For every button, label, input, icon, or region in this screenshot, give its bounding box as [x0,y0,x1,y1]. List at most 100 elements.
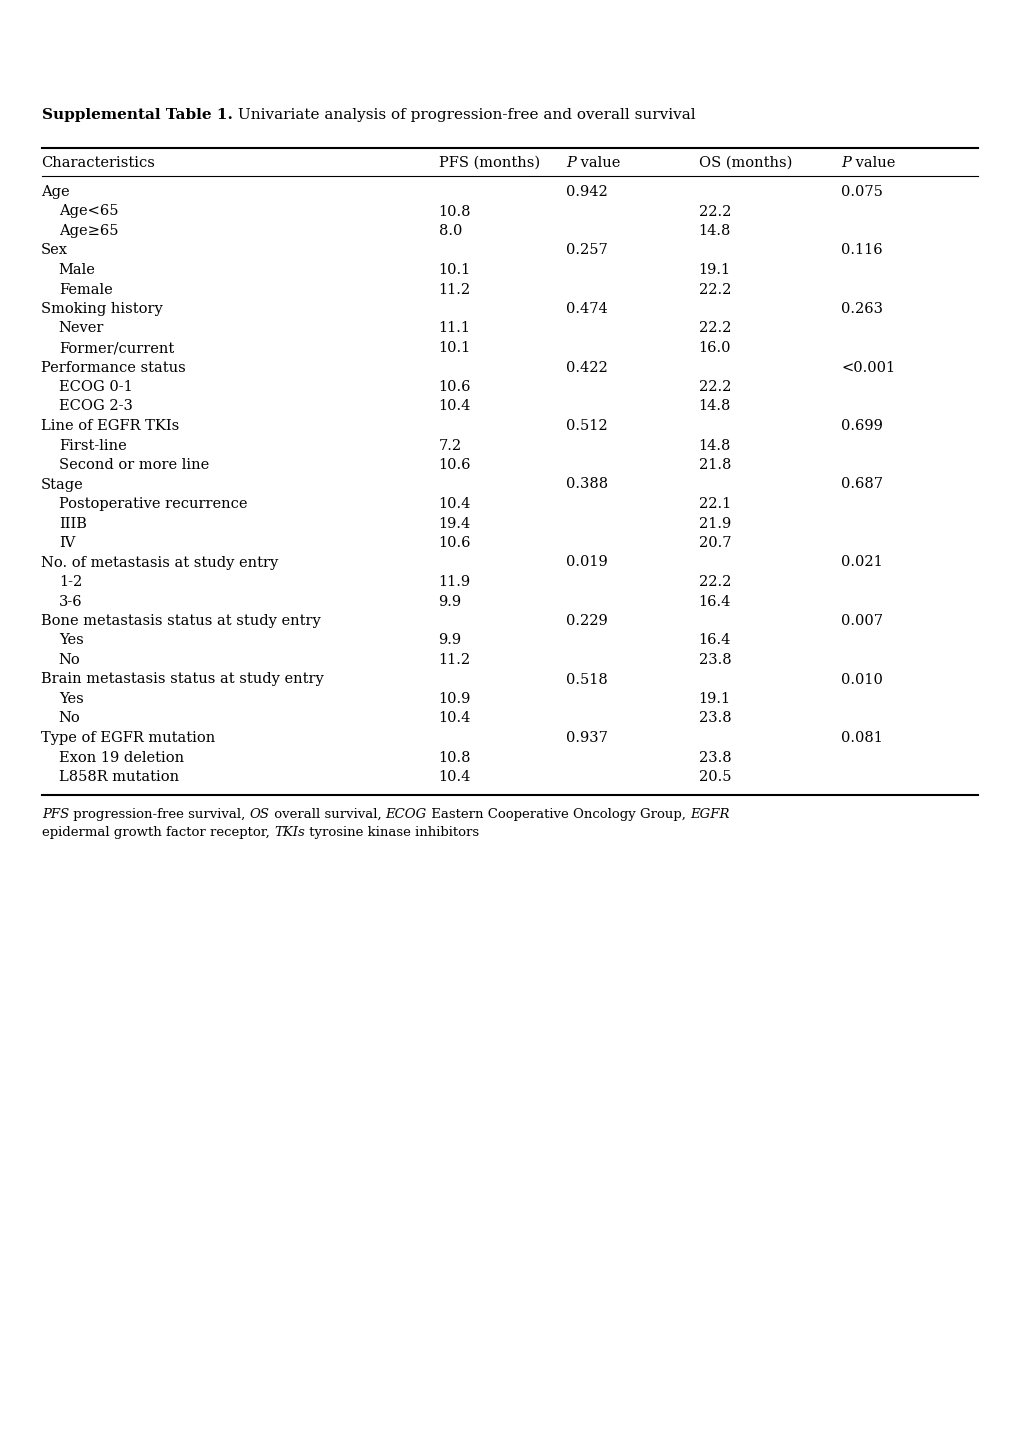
Text: 16.4: 16.4 [698,595,731,609]
Text: Type of EGFR mutation: Type of EGFR mutation [41,732,215,745]
Text: 21.8: 21.8 [698,457,731,472]
Text: value: value [576,156,620,170]
Text: 20.7: 20.7 [698,535,731,550]
Text: 23.8: 23.8 [698,750,731,765]
Text: 19.1: 19.1 [698,693,730,706]
Text: L858R mutation: L858R mutation [59,771,178,784]
Text: 22.2: 22.2 [698,322,731,336]
Text: 0.687: 0.687 [841,478,882,492]
Text: 0.116: 0.116 [841,244,882,257]
Text: Brain metastasis status at study entry: Brain metastasis status at study entry [41,672,323,687]
Text: 9.9: 9.9 [438,595,462,609]
Text: 0.257: 0.257 [566,244,607,257]
Text: 7.2: 7.2 [438,439,462,453]
Text: 0.263: 0.263 [841,302,882,316]
Text: IV: IV [59,535,75,550]
Text: 0.518: 0.518 [566,672,607,687]
Text: Supplemental Table 1.: Supplemental Table 1. [42,108,232,123]
Text: 10.6: 10.6 [438,535,471,550]
Text: Eastern Cooperative Oncology Group,: Eastern Cooperative Oncology Group, [427,808,689,821]
Text: EGFR: EGFR [689,808,729,821]
Text: 14.8: 14.8 [698,224,731,238]
Text: 23.8: 23.8 [698,654,731,667]
Text: tyrosine kinase inhibitors: tyrosine kinase inhibitors [305,825,478,838]
Text: Yes: Yes [59,633,84,648]
Text: 0.422: 0.422 [566,361,607,375]
Text: 10.8: 10.8 [438,205,471,218]
Text: 0.021: 0.021 [841,556,882,570]
Text: No: No [59,711,81,726]
Text: 20.5: 20.5 [698,771,731,784]
Text: 22.2: 22.2 [698,283,731,296]
Text: 1-2: 1-2 [59,574,82,589]
Text: Age<65: Age<65 [59,205,118,218]
Text: 14.8: 14.8 [698,439,731,453]
Text: 22.2: 22.2 [698,205,731,218]
Text: 11.2: 11.2 [438,654,470,667]
Text: PFS (months): PFS (months) [438,156,539,170]
Text: 0.010: 0.010 [841,672,882,687]
Text: 0.075: 0.075 [841,185,882,199]
Text: 10.6: 10.6 [438,457,471,472]
Text: 10.1: 10.1 [438,263,471,277]
Text: Performance status: Performance status [41,361,185,375]
Text: Smoking history: Smoking history [41,302,162,316]
Text: 22.2: 22.2 [698,380,731,394]
Text: 11.2: 11.2 [438,283,470,296]
Text: 22.1: 22.1 [698,496,731,511]
Text: 8.0: 8.0 [438,224,462,238]
Text: 0.699: 0.699 [841,418,882,433]
Text: Bone metastasis status at study entry: Bone metastasis status at study entry [41,615,320,628]
Text: 0.229: 0.229 [566,615,607,628]
Text: 10.4: 10.4 [438,400,471,414]
Text: 19.4: 19.4 [438,517,471,531]
Text: Yes: Yes [59,693,84,706]
Text: Line of EGFR TKIs: Line of EGFR TKIs [41,418,179,433]
Text: OS: OS [250,808,269,821]
Text: 0.007: 0.007 [841,615,882,628]
Text: Characteristics: Characteristics [41,156,155,170]
Text: 0.474: 0.474 [566,302,607,316]
Text: 0.388: 0.388 [566,478,607,492]
Text: Never: Never [59,322,104,336]
Text: Age: Age [41,185,69,199]
Text: Female: Female [59,283,112,296]
Text: 16.4: 16.4 [698,633,731,648]
Text: P: P [566,156,576,170]
Text: TKIs: TKIs [274,825,305,838]
Text: OS (months): OS (months) [698,156,792,170]
Text: 14.8: 14.8 [698,400,731,414]
Text: ECOG 2-3: ECOG 2-3 [59,400,132,414]
Text: 16.0: 16.0 [698,341,731,355]
Text: Exon 19 deletion: Exon 19 deletion [59,750,183,765]
Text: ECOG 0-1: ECOG 0-1 [59,380,132,394]
Text: 0.081: 0.081 [841,732,882,745]
Text: IIIB: IIIB [59,517,87,531]
Text: Former/current: Former/current [59,341,174,355]
Text: progression-free survival,: progression-free survival, [69,808,250,821]
Text: PFS: PFS [42,808,69,821]
Text: epidermal growth factor receptor,: epidermal growth factor receptor, [42,825,274,838]
Text: Sex: Sex [41,244,67,257]
Text: 0.937: 0.937 [566,732,607,745]
Text: 10.4: 10.4 [438,711,471,726]
Text: Second or more line: Second or more line [59,457,209,472]
Text: Male: Male [59,263,96,277]
Text: No: No [59,654,81,667]
Text: 19.1: 19.1 [698,263,730,277]
Text: P: P [841,156,851,170]
Text: 10.6: 10.6 [438,380,471,394]
Text: Univariate analysis of progression-free and overall survival: Univariate analysis of progression-free … [232,108,695,123]
Text: 10.4: 10.4 [438,496,471,511]
Text: 21.9: 21.9 [698,517,731,531]
Text: 11.1: 11.1 [438,322,470,336]
Text: 3-6: 3-6 [59,595,83,609]
Text: <0.001: <0.001 [841,361,895,375]
Text: overall survival,: overall survival, [269,808,385,821]
Text: 22.2: 22.2 [698,574,731,589]
Text: Age≥65: Age≥65 [59,224,118,238]
Text: 23.8: 23.8 [698,711,731,726]
Text: 10.8: 10.8 [438,750,471,765]
Text: 10.1: 10.1 [438,341,471,355]
Text: No. of metastasis at study entry: No. of metastasis at study entry [41,556,278,570]
